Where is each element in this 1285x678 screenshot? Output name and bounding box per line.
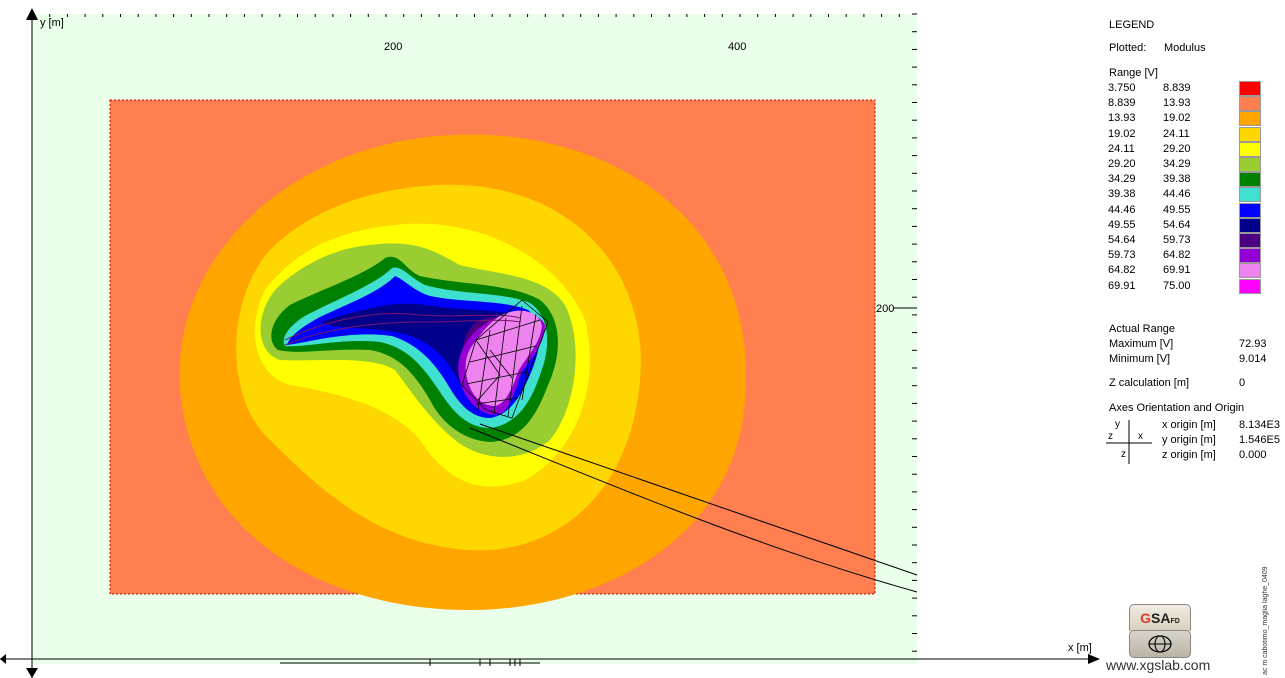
plotted-label: Plotted: <box>1109 42 1147 54</box>
globe-icon <box>1129 630 1191 658</box>
range-hi: 19.02 <box>1163 112 1191 125</box>
gsafd-logo: GSAFD <box>1129 604 1191 631</box>
range-swatch <box>1239 111 1261 127</box>
range-hi: 13.93 <box>1163 97 1191 110</box>
range-lo: 34.29 <box>1108 173 1136 186</box>
actual-range-title: Actual Range <box>1109 323 1176 335</box>
range-swatch <box>1239 126 1261 142</box>
range-hi: 8.839 <box>1163 82 1191 94</box>
conductor-line <box>284 313 521 341</box>
z-calc-value: 0 <box>1239 377 1246 389</box>
y-axis-bottom-arrow-icon <box>26 668 38 678</box>
range-swatch <box>1239 263 1261 279</box>
contour-plot: 200 400 200 y [m] x [m] <box>0 8 1100 678</box>
range-hi: 54.64 <box>1163 218 1191 231</box>
y-origin-value: 1.546E5 <box>1239 434 1280 446</box>
range-swatch <box>1239 172 1261 188</box>
range-lo: 13.93 <box>1108 112 1136 125</box>
logo-g: G <box>1140 610 1152 626</box>
range-hi: 75.00 <box>1163 279 1191 292</box>
cable-line-2 <box>469 427 918 593</box>
conductor-line-2 <box>284 319 521 346</box>
range-hi: 24.11 <box>1163 127 1190 140</box>
range-hi: 69.91 <box>1163 264 1191 277</box>
axis-x-char: x <box>1138 431 1143 442</box>
x-origin-value: 8.134E3 <box>1239 419 1280 431</box>
range-hi: 64.82 <box>1163 249 1191 262</box>
range-lo: 8.839 <box>1108 97 1136 110</box>
axis-z-char: z <box>1108 431 1113 442</box>
min-label: Minimum [V] <box>1109 353 1171 365</box>
earthing-grid-mesh <box>461 299 549 419</box>
y-origin-label: y origin [m] <box>1162 434 1216 446</box>
range-swatch <box>1239 157 1261 172</box>
range-lo: 69.91 <box>1108 279 1136 292</box>
range-lo: 24.11 <box>1108 142 1135 155</box>
legend-panel: LEGEND Plotted: Modulus Range [V] 3.750 8… <box>1100 0 1285 678</box>
x-tick-label-400: 400 <box>728 41 746 53</box>
x-axis-label: x [m] <box>1068 642 1092 654</box>
max-value: 72.93 <box>1239 338 1267 350</box>
range-swatch <box>1239 233 1261 248</box>
top-tick-marks <box>31 14 900 17</box>
y-axis-label: y [m] <box>40 17 64 29</box>
range-swatch <box>1239 278 1261 294</box>
cable-line-1 <box>479 423 918 576</box>
range-hi: 44.46 <box>1163 188 1191 201</box>
logo-sa: SA <box>1151 610 1171 626</box>
y-tick-label-200: 200 <box>876 303 894 315</box>
range-swatch <box>1239 81 1261 96</box>
website-url[interactable]: www.xgslab.com <box>1106 657 1211 673</box>
range-lo: 59.73 <box>1108 249 1136 262</box>
range-swatch <box>1239 187 1261 203</box>
range-swatch <box>1239 217 1261 233</box>
range-swatch <box>1239 96 1261 112</box>
range-hi: 29.20 <box>1163 142 1191 155</box>
range-hi: 59.73 <box>1163 234 1191 246</box>
x-origin-label: x origin [m] <box>1162 419 1216 431</box>
range-swatch <box>1239 141 1261 157</box>
range-swatch <box>1239 202 1261 218</box>
axis-y-char: y <box>1115 419 1120 430</box>
range-lo: 3.750 <box>1108 82 1136 94</box>
range-lo: 39.38 <box>1108 188 1136 201</box>
range-lo: 44.46 <box>1108 203 1136 216</box>
range-label: Range [V] <box>1109 67 1158 79</box>
z-origin-label: z origin [m] <box>1162 449 1216 461</box>
range-lo: 64.82 <box>1108 264 1136 277</box>
range-swatch <box>1239 248 1261 264</box>
range-hi: 34.29 <box>1163 158 1191 170</box>
legend-title: LEGEND <box>1109 19 1155 31</box>
plotted-value: Modulus <box>1164 42 1206 54</box>
x-axis-left-arrow-icon <box>0 654 6 664</box>
logo-fd: FD <box>1170 618 1180 625</box>
range-hi: 39.38 <box>1163 173 1191 186</box>
axes-origin-title: Axes Orientation and Origin <box>1109 402 1245 414</box>
range-lo: 29.20 <box>1108 158 1136 170</box>
right-tick-marks <box>912 13 917 652</box>
range-lo: 49.55 <box>1108 218 1136 231</box>
band-64.82-69.91 <box>465 310 542 406</box>
axis-z-char-2: z <box>1121 449 1126 460</box>
range-hi: 49.55 <box>1163 203 1191 216</box>
min-value: 9.014 <box>1239 353 1267 365</box>
x-axis-arrow-icon <box>1088 654 1100 664</box>
range-lo: 54.64 <box>1108 234 1136 246</box>
axes-orientation-icon <box>1106 420 1152 464</box>
x-tick-label-200: 200 <box>384 41 402 53</box>
range-lo: 19.02 <box>1108 127 1136 140</box>
max-label: Maximum [V] <box>1109 338 1174 350</box>
z-calc-label: Z calculation [m] <box>1109 377 1190 389</box>
z-origin-value: 0.000 <box>1239 449 1267 461</box>
side-caption: ac m cabotimo_maglia laghe_0409 <box>1262 566 1269 675</box>
bottom-ruler <box>280 659 540 666</box>
